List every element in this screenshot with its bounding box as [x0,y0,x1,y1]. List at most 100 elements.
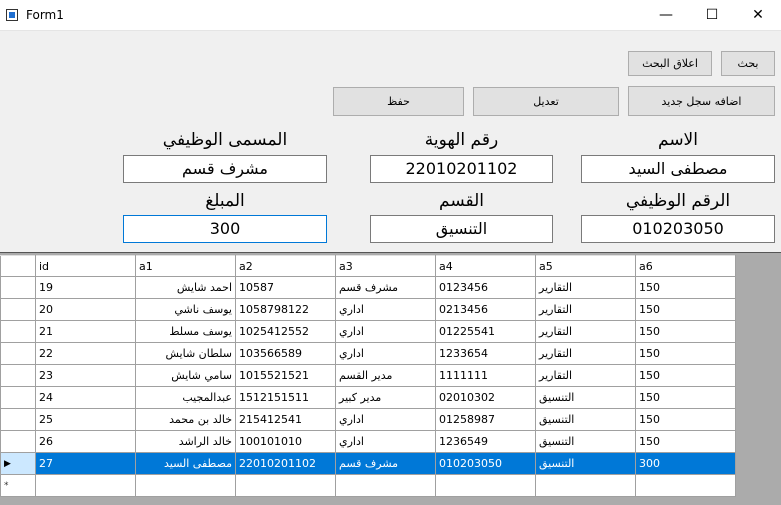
cell-a2[interactable]: 1015521521 [235,364,336,387]
cell-a5[interactable]: التنسيق [535,386,636,409]
column-header-a6[interactable]: a6 [635,255,736,277]
column-header-a2[interactable]: a2 [235,255,336,277]
cell-a1[interactable]: مصطفى السيد [135,452,236,475]
cell-a5[interactable]: التقارير [535,320,636,343]
cell-a2[interactable]: 1512151511 [235,386,336,409]
data-grid[interactable]: id a1 a2 a3 a4 a5 a6 19 احمد شايش 10587 مشرف قسم 0… [0,255,736,497]
column-header-a3[interactable]: a3 [335,255,436,277]
cell-a4[interactable]: 1111111 [435,364,536,387]
cell-id[interactable]: 22 [35,342,136,365]
cell-a5[interactable]: التقارير [535,342,636,365]
cell-a3[interactable]: مشرف قسم [335,452,436,475]
new-row-cell-a4[interactable] [435,474,536,497]
cell-a6[interactable]: 300 [635,452,736,475]
table-row[interactable]: 20 يوسف ناشي 1058798122 اداري 0213456 التقاري… [0,298,736,321]
cell-a4[interactable]: 02010302 [435,386,536,409]
new-row[interactable]: * [0,474,736,497]
add-new-record-button[interactable]: اضافه سجل جديد [628,86,775,116]
cell-id[interactable]: 23 [35,364,136,387]
cell-a1[interactable]: يوسف مسلط [135,320,236,343]
cell-a6[interactable]: 150 [635,320,736,343]
cell-a1[interactable]: خالد الراشد [135,430,236,453]
cell-a2[interactable]: 10587 [235,276,336,299]
cell-a2[interactable]: 100101010 [235,430,336,453]
cell-a4[interactable]: 01258987 [435,408,536,431]
department-input[interactable]: التنسيق [370,215,553,243]
row-header[interactable] [0,320,36,343]
cell-a1[interactable]: خالد بن محمد [135,408,236,431]
cell-a3[interactable]: اداري [335,408,436,431]
row-header[interactable] [0,364,36,387]
cell-a2[interactable]: 1025412552 [235,320,336,343]
cell-a3[interactable]: مشرف قسم [335,276,436,299]
cell-id[interactable]: 26 [35,430,136,453]
cell-a6[interactable]: 150 [635,386,736,409]
cell-a5[interactable]: التقارير [535,276,636,299]
cell-a1[interactable]: احمد شايش [135,276,236,299]
cell-a6[interactable]: 150 [635,276,736,299]
cell-a6[interactable]: 150 [635,364,736,387]
new-row-cell-a1[interactable] [135,474,236,497]
cell-a2[interactable]: 22010201102 [235,452,336,475]
cell-a1[interactable]: سامي شايش [135,364,236,387]
cell-a6[interactable]: 150 [635,408,736,431]
cell-id[interactable]: 27 [35,452,136,475]
cell-a3[interactable]: مدير القسم [335,364,436,387]
table-row[interactable]: 19 احمد شايش 10587 مشرف قسم 0123456 التقارير 1… [0,276,736,299]
maximize-button[interactable]: ☐ [705,7,719,23]
table-row[interactable]: ▶ 27 مصطفى السيد 22010201102 مشرف قسم 0102030… [0,452,736,475]
search-button[interactable]: بحث [721,51,775,76]
cell-a4[interactable]: 01225541 [435,320,536,343]
cell-id[interactable]: 25 [35,408,136,431]
column-header-id[interactable]: id [35,255,136,277]
column-header-a5[interactable]: a5 [535,255,636,277]
cell-a4[interactable]: 1236549 [435,430,536,453]
cell-id[interactable]: 19 [35,276,136,299]
cell-a6[interactable]: 150 [635,342,736,365]
new-row-cell-a2[interactable] [235,474,336,497]
cell-a2[interactable]: 103566589 [235,342,336,365]
row-header[interactable] [0,386,36,409]
cell-a3[interactable]: اداري [335,430,436,453]
row-header[interactable] [0,408,36,431]
row-header[interactable] [0,342,36,365]
table-row[interactable]: 25 خالد بن محمد 215412541 اداري 01258987 التن… [0,408,736,431]
row-header[interactable]: ▶ [0,452,36,475]
cell-a5[interactable]: التنسيق [535,452,636,475]
cell-a3[interactable]: اداري [335,342,436,365]
cell-a2[interactable]: 1058798122 [235,298,336,321]
new-row-cell-id[interactable] [35,474,136,497]
cell-a4[interactable]: 1233654 [435,342,536,365]
new-row-marker[interactable]: * [0,474,36,497]
new-row-cell-a3[interactable] [335,474,436,497]
cell-id[interactable]: 20 [35,298,136,321]
cell-a2[interactable]: 215412541 [235,408,336,431]
cell-a1[interactable]: سلطان شايش [135,342,236,365]
cell-a6[interactable]: 150 [635,430,736,453]
row-header[interactable] [0,298,36,321]
cell-a4[interactable]: 0213456 [435,298,536,321]
cell-a5[interactable]: التنسيق [535,408,636,431]
table-row[interactable]: 24 عبدالمجيب 1512151511 مدير كبير 02010302 ال… [0,386,736,409]
save-button[interactable]: حفظ [333,87,464,116]
table-row[interactable]: 21 يوسف مسلط 1025412552 اداري 01225541 التقار… [0,320,736,343]
table-row[interactable]: 26 خالد الراشد 100101010 اداري 1236549 التنسي… [0,430,736,453]
name-input[interactable]: مصطفى السيد [581,155,775,183]
cell-a3[interactable]: مدير كبير [335,386,436,409]
close-search-button[interactable]: اعلاق البحث [628,51,712,76]
row-header[interactable] [0,430,36,453]
employee-number-input[interactable]: 010203050 [581,215,775,243]
cell-a6[interactable]: 150 [635,298,736,321]
new-row-cell-a5[interactable] [535,474,636,497]
row-header[interactable] [0,276,36,299]
close-button[interactable]: ✕ [752,7,764,23]
new-row-cell-a6[interactable] [635,474,736,497]
job-title-input[interactable]: مشرف قسم [123,155,327,183]
cell-a1[interactable]: عبدالمجيب [135,386,236,409]
table-row[interactable]: 23 سامي شايش 1015521521 مدير القسم 1111111 ال… [0,364,736,387]
cell-a5[interactable]: التقارير [535,298,636,321]
cell-a3[interactable]: اداري [335,320,436,343]
column-header-a4[interactable]: a4 [435,255,536,277]
minimize-button[interactable]: — [659,7,673,23]
amount-input[interactable]: 300 [123,215,327,243]
